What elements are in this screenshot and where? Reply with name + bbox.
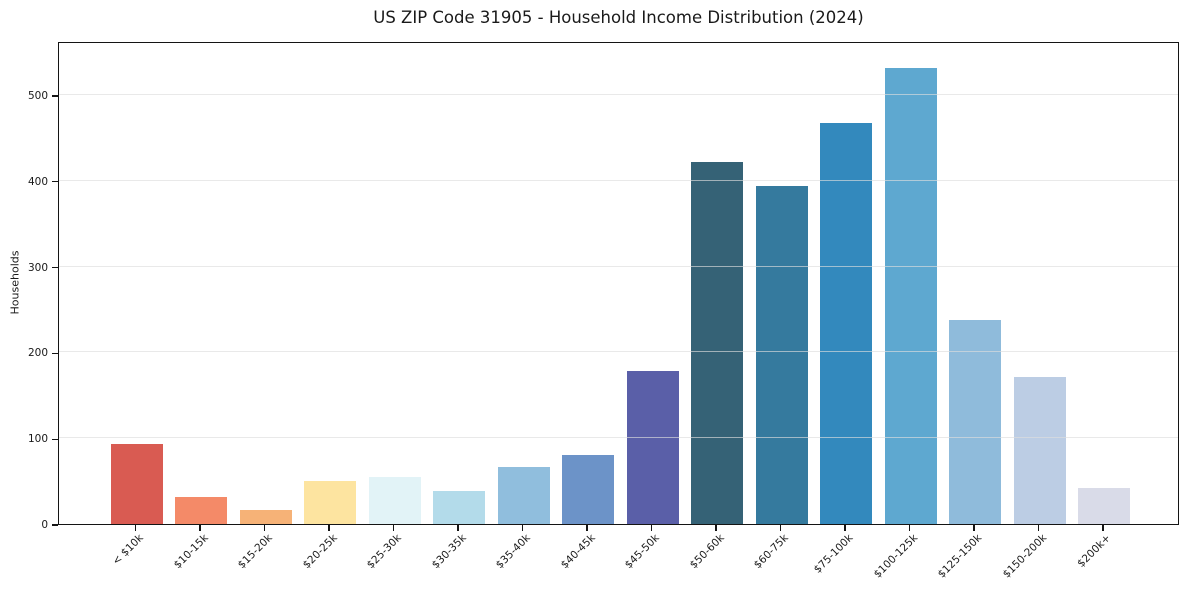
y-tick-mark [52, 267, 58, 269]
y-tick-mark [52, 95, 58, 97]
bar-9 [626, 371, 679, 524]
y-tick-mark [52, 181, 58, 183]
bar-11 [755, 186, 808, 524]
gridline [59, 265, 1178, 267]
x-tick-mark [199, 525, 201, 531]
x-tick-mark [1037, 525, 1040, 531]
bar-3 [239, 510, 292, 524]
y-tick-label: 400 [27, 175, 48, 188]
bar-2 [175, 496, 227, 524]
x-tick-mark [1102, 525, 1104, 531]
x-tick-mark [650, 525, 653, 531]
x-tick-mark [908, 525, 911, 531]
gridline [59, 351, 1178, 353]
y-tick-mark [52, 438, 58, 440]
x-tick-mark [521, 525, 524, 531]
x-tick-mark [973, 525, 975, 531]
x-tick-mark [844, 525, 846, 531]
y-tick-mark [52, 524, 58, 526]
chart-title: US ZIP Code 31905 - Household Income Dis… [373, 8, 864, 27]
gridline [59, 437, 1178, 439]
bar-14 [949, 319, 1001, 524]
bar-12 [820, 122, 872, 524]
bar-7 [497, 466, 550, 524]
x-tick-mark [328, 525, 330, 531]
x-tick-mark [779, 525, 782, 531]
bar-8 [562, 455, 614, 524]
y-tick-label: 100 [27, 433, 48, 446]
x-tick-mark [134, 525, 137, 531]
gridline [59, 94, 1178, 96]
y-axis-title: Households [8, 250, 22, 315]
bar-13 [884, 68, 937, 524]
y-tick-mark [52, 352, 58, 354]
gridline [59, 179, 1178, 181]
bar-16 [1078, 487, 1130, 524]
x-tick-mark [457, 525, 459, 531]
bar-5 [368, 476, 421, 524]
x-tick-mark [586, 525, 588, 531]
bar-6 [433, 491, 485, 524]
y-tick-label: 200 [27, 347, 48, 360]
bar-4 [304, 481, 356, 524]
x-tick-label: $200k+ [1075, 532, 1114, 570]
bar-10 [691, 161, 743, 524]
x-tick-mark [263, 525, 266, 531]
y-tick-label: 300 [27, 261, 48, 274]
y-tick-label: 500 [27, 90, 48, 103]
y-tick-label: 0 [41, 519, 48, 531]
bar-1 [110, 444, 163, 524]
x-tick-mark [392, 525, 395, 531]
x-tick-mark [715, 525, 717, 531]
plot-area [58, 42, 1179, 525]
bar-15 [1013, 377, 1066, 524]
